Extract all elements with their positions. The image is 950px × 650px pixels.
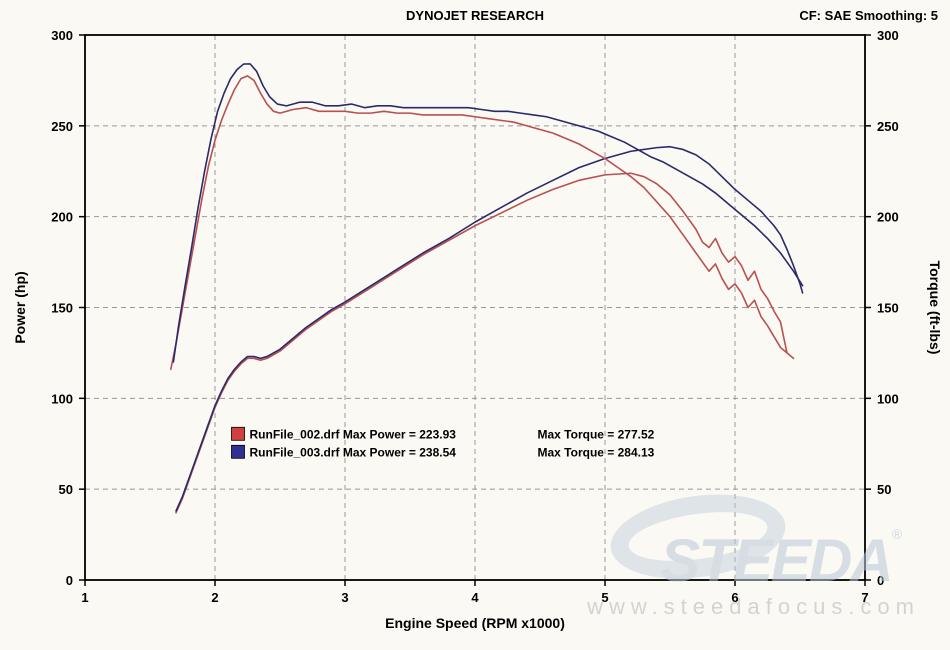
svg-text:Max Torque = 277.52: Max Torque = 277.52 [538, 427, 655, 441]
watermark-url: www.steedafocus.com [587, 594, 920, 620]
svg-text:300: 300 [877, 28, 899, 43]
svg-text:100: 100 [51, 391, 73, 406]
svg-text:200: 200 [877, 210, 899, 225]
svg-text:1: 1 [81, 590, 88, 605]
svg-text:Engine Speed (RPM x1000): Engine Speed (RPM x1000) [385, 615, 565, 631]
watermark-logo: STEEDA® [660, 526, 900, 595]
svg-text:150: 150 [877, 301, 899, 316]
svg-text:150: 150 [51, 301, 73, 316]
svg-text:4: 4 [471, 590, 479, 605]
svg-text:50: 50 [59, 482, 73, 497]
svg-text:250: 250 [877, 119, 899, 134]
svg-text:DYNOJET RESEARCH: DYNOJET RESEARCH [406, 8, 544, 23]
svg-text:Torque (ft-lbs): Torque (ft-lbs) [927, 261, 943, 355]
svg-text:50: 50 [877, 482, 891, 497]
svg-text:Power (hp): Power (hp) [12, 271, 28, 343]
svg-text:RunFile_002.drf Max Power = 22: RunFile_002.drf Max Power = 223.93 [250, 427, 457, 441]
svg-text:Max Torque = 284.13: Max Torque = 284.13 [538, 445, 655, 459]
svg-text:CF: SAE Smoothing: 5: CF: SAE Smoothing: 5 [799, 8, 938, 23]
svg-text:3: 3 [341, 590, 348, 605]
svg-text:250: 250 [51, 119, 73, 134]
svg-text:100: 100 [877, 391, 899, 406]
svg-text:0: 0 [66, 573, 73, 588]
svg-text:200: 200 [51, 210, 73, 225]
svg-text:300: 300 [51, 28, 73, 43]
svg-text:2: 2 [211, 590, 218, 605]
svg-text:RunFile_003.drf Max Power = 23: RunFile_003.drf Max Power = 238.54 [250, 445, 457, 459]
